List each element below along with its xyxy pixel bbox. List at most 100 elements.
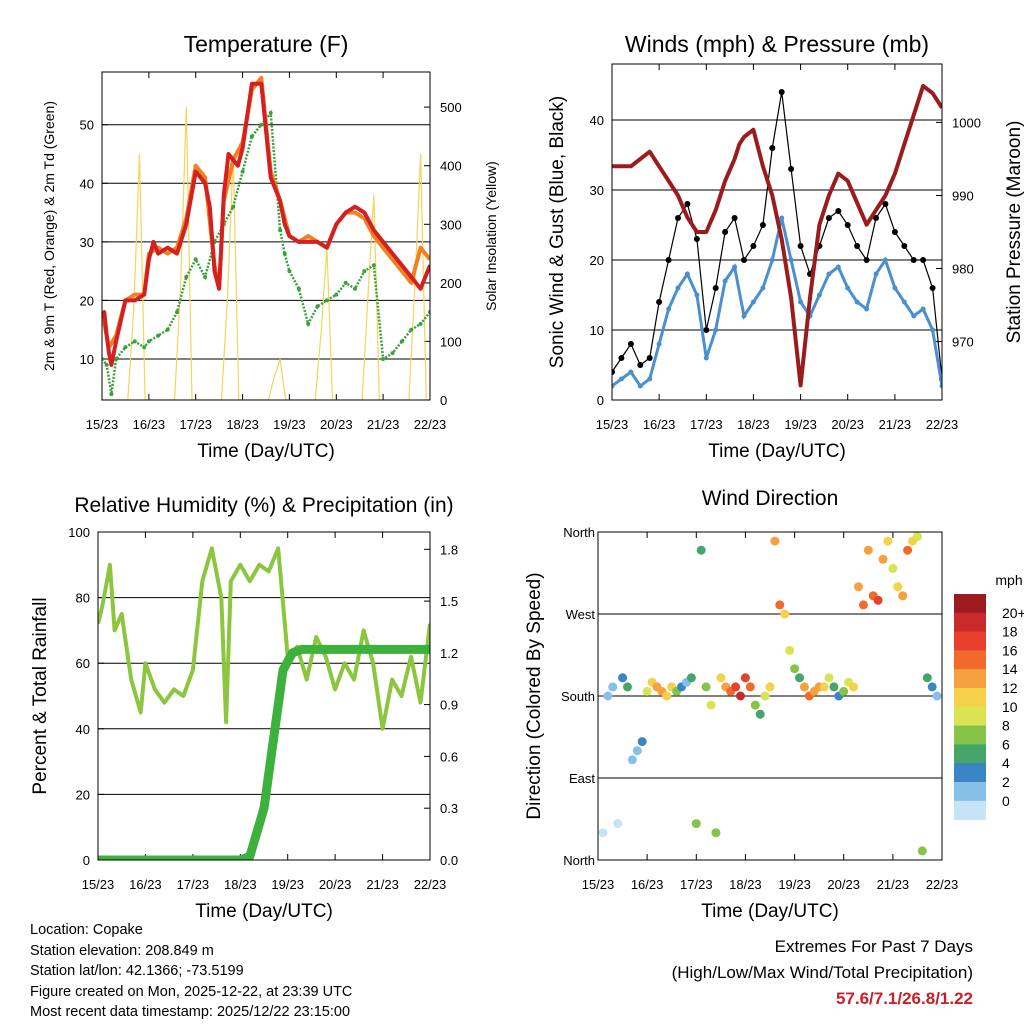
x-tick-label: 19/23: [784, 417, 817, 432]
wind-direction-point: [706, 700, 716, 710]
x-tick-label: 20/23: [319, 877, 352, 892]
wind-direction-point: [824, 673, 834, 683]
x-tick-label: 21/23: [367, 417, 400, 432]
y-tick-label: South: [561, 689, 595, 704]
wind-direction-point: [888, 563, 898, 573]
y-tick-label: 40: [80, 176, 94, 191]
wind-direction-point: [750, 700, 760, 710]
series-line-total-precipitation: [98, 644, 430, 860]
colorbar-swatch: [954, 706, 986, 727]
series-line-gust: [612, 91, 942, 380]
wind-direction-point: [863, 545, 873, 555]
sonic-wind-point: [732, 264, 738, 270]
dewpoint-point: [114, 357, 119, 361]
y-right-axis-label: Station Pressure (Maroon): [1004, 121, 1024, 344]
figure-created: Figure created on Mon, 2025-12-22, at 23…: [30, 983, 353, 1000]
sonic-wind-point: [760, 285, 766, 291]
y-axis-label: 2m & 9m T (Red, Orange) & 2m Td (Green): [41, 101, 57, 371]
wind-direction-point: [898, 591, 908, 601]
sonic-wind-point: [835, 264, 841, 270]
y-tick-label: 60: [76, 656, 90, 671]
x-tick-label: 22/23: [414, 877, 447, 892]
y-right-tick-label: 980: [952, 262, 974, 277]
dewpoint-point: [203, 275, 208, 279]
plot-frame: [97, 531, 431, 861]
y-tick-label: 40: [76, 722, 90, 737]
x-tick-label: 17/23: [179, 417, 212, 432]
x-axis-label: Time (Day/UTC): [701, 901, 839, 922]
x-tick-label: 21/23: [879, 417, 912, 432]
x-tick-label: 21/23: [366, 877, 399, 892]
y-tick-label: North: [563, 853, 595, 868]
dewpoint-point: [249, 134, 254, 139]
sonic-wind-point: [713, 327, 719, 333]
wind-direction-point: [760, 691, 770, 701]
x-tick-label: 17/23: [690, 417, 723, 432]
sonic-wind-point: [826, 271, 832, 277]
y-tick-label: 0: [597, 393, 604, 408]
dewpoint-point: [306, 321, 311, 326]
wind-direction-point: [637, 737, 647, 747]
sonic-wind-point: [854, 299, 860, 305]
dewpoint-point: [296, 286, 301, 291]
dewpoint-point: [324, 298, 329, 303]
x-tick-label: 18/23: [226, 417, 259, 432]
x-tick-label: 16/23: [643, 417, 676, 432]
dewpoint-point: [231, 204, 236, 209]
colorbar-swatch: [954, 800, 986, 821]
dewpoint-point: [334, 292, 339, 297]
y-tick-label: 30: [590, 183, 604, 198]
wind-direction-point: [731, 682, 741, 692]
colorbar-label: 8: [1002, 718, 1010, 734]
sonic-wind-point: [618, 376, 624, 382]
wind-direction-point: [799, 682, 809, 692]
chart-panel-4: Wind Direction North East South West North 15/…: [524, 487, 1024, 922]
colorbar-swatch: [954, 725, 986, 745]
sonic-wind-point: [769, 257, 775, 263]
y-tick-label: 0: [83, 853, 90, 868]
wind-direction-point: [618, 673, 628, 683]
y-right-tick-label: 990: [952, 189, 974, 204]
wind-direction-point: [903, 545, 913, 555]
colorbar-swatch: [954, 669, 986, 689]
plot-area: [102, 75, 430, 400]
y-tick-label: 20: [80, 293, 94, 308]
wind-direction-point: [927, 682, 937, 692]
colorbar-label: 16: [1002, 642, 1018, 658]
y-right-tick-label: 1000: [952, 115, 981, 130]
y-axis-label: Percent & Total Rainfall: [30, 597, 51, 794]
x-tick-label: 16/23: [631, 877, 664, 892]
x-tick-label: 17/23: [680, 877, 713, 892]
sonic-wind-point: [684, 271, 690, 277]
plot-frame: [611, 63, 943, 401]
dewpoint-point: [390, 351, 395, 356]
y-tick-label: 50: [80, 118, 94, 133]
station-latlon: Station lat/lon: 42.1366; -73.5199: [30, 963, 244, 979]
colorbar-label: 18: [1002, 624, 1018, 640]
x-tick-label: 18/23: [737, 417, 770, 432]
colorbar-swatch: [954, 650, 986, 670]
y-tick-label: 10: [590, 323, 604, 338]
sonic-wind-point: [694, 292, 700, 298]
wind-direction-point: [627, 755, 637, 765]
wind-direction-point: [785, 645, 795, 655]
chart-panel-3: Relative Humidity (%) & Precipitation (i…: [30, 494, 458, 922]
wind-direction-point: [632, 746, 642, 756]
series-line-solar-insolation: [102, 107, 430, 400]
y-right-tick-label: 1.8: [440, 542, 458, 557]
wind-direction-point: [686, 673, 696, 683]
dewpoint-point: [371, 263, 376, 268]
sonic-wind-point: [647, 376, 653, 382]
dewpoint-point: [268, 111, 273, 115]
dewpoint-point: [418, 321, 423, 326]
sonic-wind-point: [750, 299, 756, 305]
sonic-wind-point: [722, 278, 728, 284]
sonic-wind-point: [816, 292, 822, 298]
wind-direction-point: [740, 673, 750, 683]
wind-direction-point: [662, 691, 672, 701]
chart-title: Winds (mph) & Pressure (mb): [625, 31, 929, 57]
y-tick-label: East: [569, 771, 595, 786]
y-right-axis-label: Solar Insolation (Yellow): [483, 161, 499, 311]
dewpoint-point: [193, 257, 198, 262]
dewpoint-point: [315, 304, 320, 309]
